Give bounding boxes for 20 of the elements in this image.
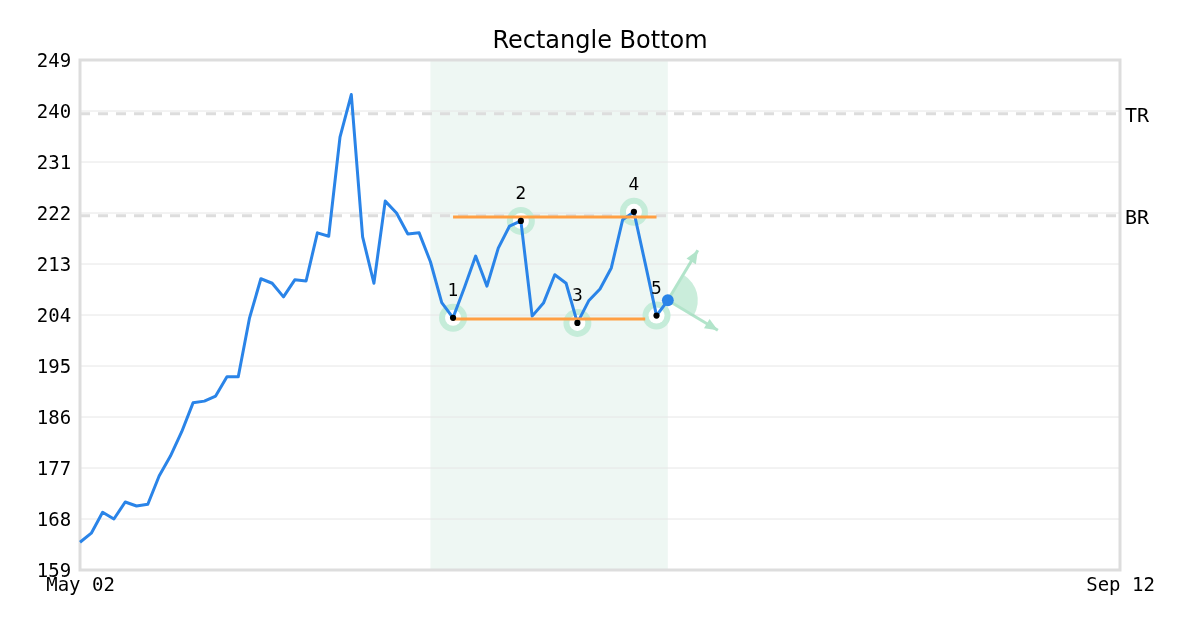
y-tick-label: 231 [36, 150, 72, 173]
y-tick-label: 168 [36, 507, 72, 530]
ref-line-label: TR [1125, 102, 1151, 127]
y-tick-label: 213 [36, 252, 72, 275]
annotation: 2 [515, 182, 527, 203]
y-tick-label: 249 [36, 48, 72, 71]
y-tick-label: 186 [36, 405, 72, 428]
annotation: 5 [651, 277, 662, 298]
y-tick-label: 240 [36, 99, 72, 122]
y-tick-label: 222 [36, 201, 72, 224]
chart-title: Rectangle Bottom [492, 26, 708, 54]
x-tick-label: Sep 12 [1086, 573, 1155, 596]
annotation: 4 [628, 173, 640, 194]
annotation: 3 [571, 284, 583, 305]
y-tick-label: 195 [36, 354, 72, 377]
y-tick-label: 177 [36, 456, 72, 479]
y-tick-label: 204 [36, 303, 72, 326]
annotation: 1 [447, 279, 459, 300]
point [661, 294, 674, 307]
ref-line-label: BR [1125, 204, 1151, 229]
